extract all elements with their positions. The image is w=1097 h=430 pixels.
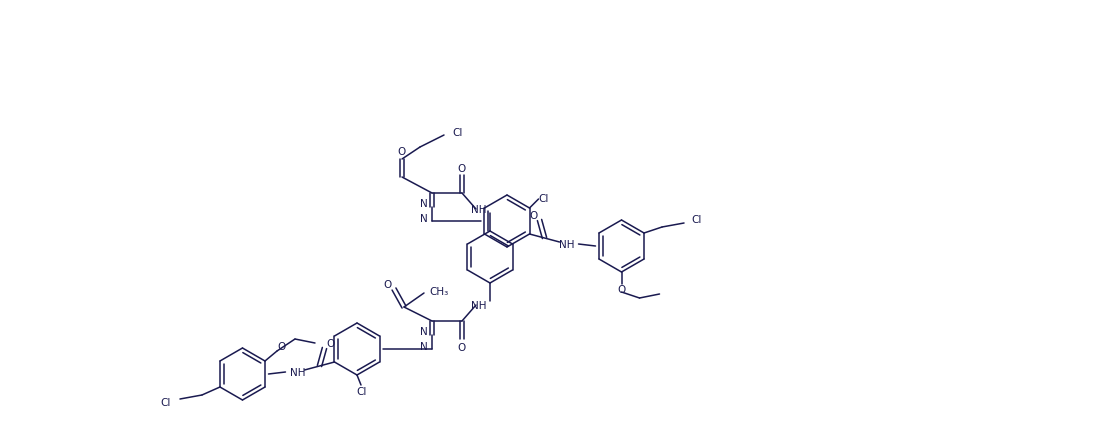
Text: Cl: Cl (161, 397, 171, 407)
Text: O: O (457, 342, 466, 352)
Text: NH: NH (290, 367, 305, 377)
Text: O: O (276, 341, 285, 351)
Text: O: O (397, 147, 405, 157)
Text: CH₃: CH₃ (429, 286, 449, 296)
Text: O: O (327, 338, 335, 348)
Text: N: N (420, 326, 428, 336)
Text: NH: NH (472, 300, 487, 310)
Text: O: O (383, 280, 392, 289)
Text: O: O (530, 211, 538, 221)
Text: O: O (618, 284, 625, 294)
Text: Cl: Cl (539, 194, 548, 203)
Text: N: N (420, 214, 428, 224)
Text: Cl: Cl (357, 386, 367, 396)
Text: NH: NH (558, 240, 574, 249)
Text: Cl: Cl (692, 215, 702, 224)
Text: N: N (420, 341, 428, 351)
Text: O: O (457, 164, 466, 174)
Text: N: N (420, 199, 428, 209)
Text: Cl: Cl (453, 128, 463, 138)
Text: NH: NH (472, 205, 487, 215)
